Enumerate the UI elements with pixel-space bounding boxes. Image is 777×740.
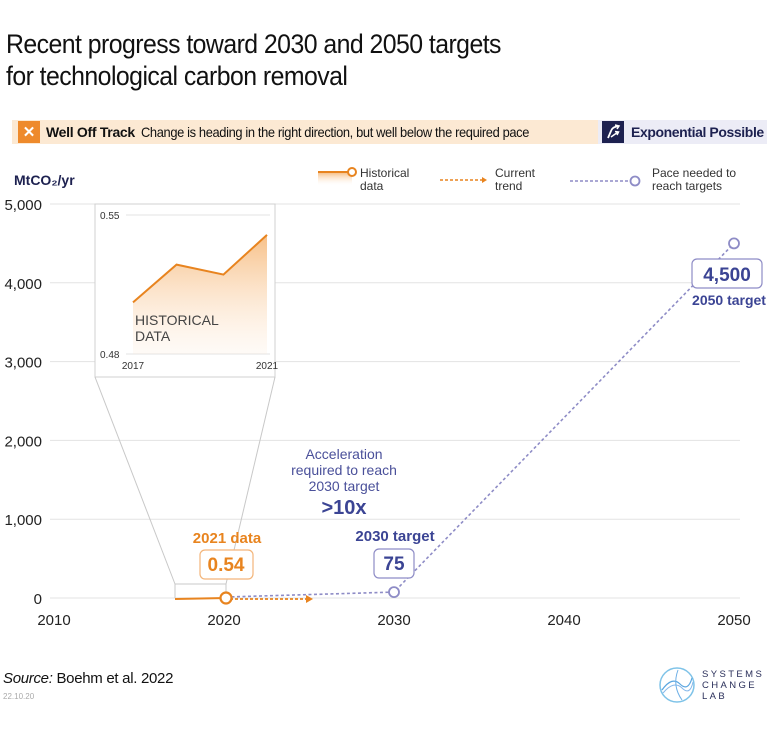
logo-globe-icon [659, 667, 695, 703]
target-2030-box [373, 548, 415, 579]
pace-line [225, 242, 735, 598]
trend-arrow [306, 595, 313, 603]
historical-line [174, 597, 227, 600]
source-note: Source: Boehm et al. 2022 [3, 670, 173, 687]
systems-change-lab-logo: SYSTEMS CHANGE LAB [658, 666, 764, 704]
logo-line-3: LAB [702, 690, 728, 702]
inset-bracket [174, 583, 227, 598]
logo-line-1: SYSTEMS [702, 668, 765, 680]
y-tick-label: 2,000 [4, 433, 42, 450]
legend-label: trend [495, 179, 522, 193]
date-stamp: 22.10.20 [3, 692, 35, 701]
status-description: Change is heading in the right direction… [140, 124, 529, 140]
inset-x-tick: 2017 [122, 361, 145, 372]
source-prefix: Source: [3, 670, 53, 687]
exponential-badge: Exponential Possible [598, 120, 767, 144]
acceleration-text: 2030 target [309, 478, 380, 494]
inset-line [132, 234, 268, 304]
legend-trend-arrow [482, 177, 487, 183]
legend-label: Historical [360, 166, 409, 180]
target-2050-value: 4,500 [703, 265, 751, 286]
data-2021-box [199, 549, 254, 580]
title-line-1: Recent progress toward 2030 and 2050 tar… [6, 29, 501, 59]
x-tick-label: 2030 [377, 612, 410, 629]
status-bar: ✕ Well Off Track Change is heading in th… [12, 120, 598, 144]
legend-historical-marker [347, 167, 357, 177]
y-tick-label: 0 [34, 591, 42, 608]
inset-area [133, 234, 267, 354]
legend-label: data [360, 179, 384, 193]
target-2050-label: 2050 target [692, 292, 766, 308]
acceleration-text: required to reach [291, 462, 397, 478]
acceleration-text: Acceleration [305, 446, 382, 462]
y-tick-label: 3,000 [4, 355, 42, 372]
y-axis-label: MtCO₂/yr [14, 172, 75, 188]
y-tick-label: 4,000 [4, 276, 42, 293]
inset-title: DATA [135, 328, 171, 344]
y-ticks: 0 1,000 2,000 3,000 4,000 5,000 [4, 197, 42, 608]
legend-pace-marker [629, 175, 641, 187]
x-icon: ✕ [18, 121, 40, 143]
y-tick-label: 5,000 [4, 197, 42, 214]
x-tick-label: 2040 [547, 612, 580, 629]
data-2021-label: 2021 data [193, 530, 262, 547]
inset-y-tick: 0.55 [100, 211, 120, 222]
legend-label: Current [495, 166, 536, 180]
historical-2021-point [219, 591, 233, 605]
status-label: Well Off Track [46, 124, 135, 140]
x-tick-label: 2010 [37, 612, 70, 629]
logo-line-2: CHANGE [702, 679, 758, 691]
annotations: 2021 data 0.54 2030 target 75 4,500 2050 targ… [193, 258, 766, 580]
acceleration-value: >10x [321, 497, 366, 519]
legend-label: Pace needed to [652, 166, 736, 180]
legend-historical-fill [318, 172, 352, 186]
inset-y-tick: 0.48 [100, 350, 120, 361]
target-2050-box [691, 258, 763, 289]
legend-label: reach targets [652, 179, 722, 193]
exponential-label: Exponential Possible [631, 124, 764, 140]
inset-connector [94, 376, 176, 585]
x-ticks: 2010 2020 2030 2040 2050 [37, 612, 750, 629]
target-2030-label: 2030 target [355, 528, 434, 545]
title-line-2: for technological carbon removal [6, 61, 348, 91]
data-2021-value: 0.54 [208, 555, 245, 576]
inset-title: HISTORICAL [135, 312, 219, 328]
series [174, 237, 740, 605]
inset-x-tick: 2021 [256, 361, 279, 372]
target-2030-point [388, 586, 400, 598]
target-2030-value: 75 [383, 554, 405, 575]
chart-title: Recent progress toward 2030 and 2050 tar… [6, 28, 501, 92]
y-tick-label: 1,000 [4, 512, 42, 529]
x-tick-label: 2050 [717, 612, 750, 629]
source-text: Boehm et al. 2022 [52, 670, 174, 687]
x-tick-label: 2020 [207, 612, 240, 629]
exponential-arrow-icon [602, 121, 624, 143]
target-2050-point [728, 237, 740, 250]
